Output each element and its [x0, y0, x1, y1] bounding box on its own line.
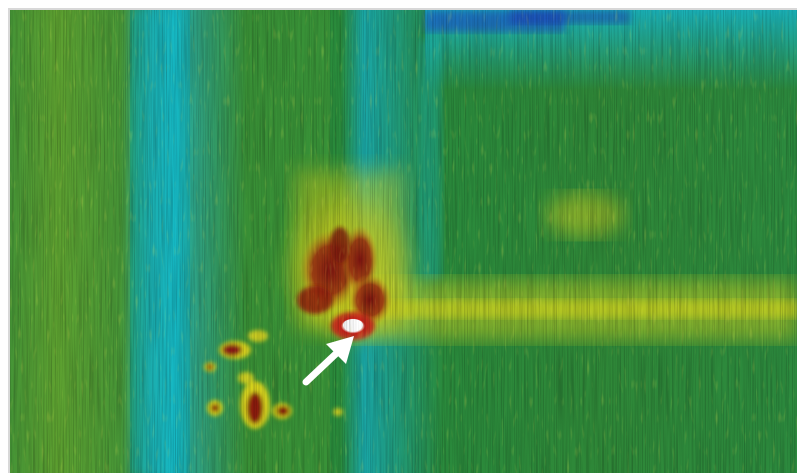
thermal-image: [10, 10, 797, 473]
thermal-image-frame: [8, 8, 797, 473]
